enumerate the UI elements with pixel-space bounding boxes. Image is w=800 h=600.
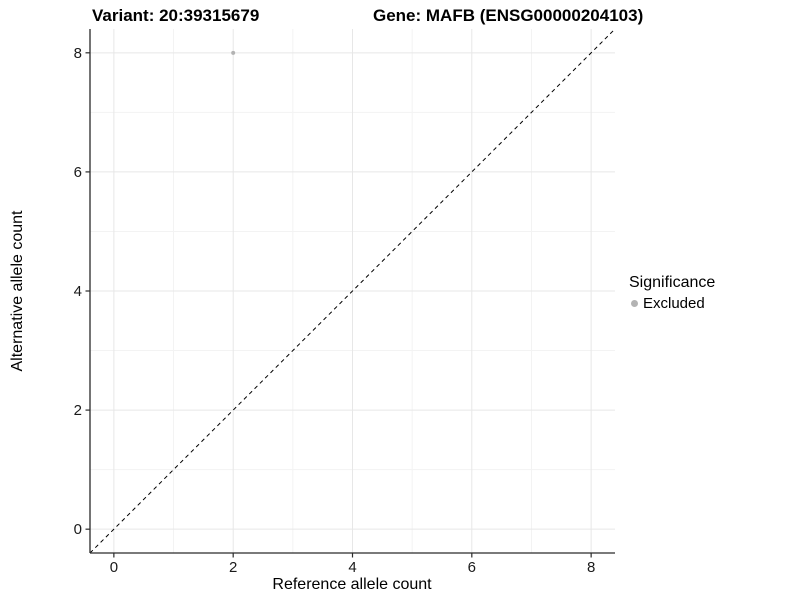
- x-tick-label: 6: [468, 559, 476, 576]
- legend-title: Significance: [629, 274, 716, 291]
- legend-point-icon: [631, 299, 638, 307]
- legend-item-label: Excluded: [643, 294, 705, 312]
- data-layer: [89, 28, 616, 554]
- plot-title-variant: Variant: 20:39315679: [92, 6, 260, 25]
- y-tick-label: 4: [74, 283, 82, 300]
- data-point: [231, 50, 236, 55]
- y-tick-label: 8: [74, 45, 82, 62]
- plot-title-gene: Gene: MAFB (ENSG00000204103): [373, 6, 644, 25]
- y-tick-label: 6: [74, 164, 82, 181]
- legend-item: Excluded: [629, 293, 715, 313]
- x-tick-label: 2: [229, 559, 237, 576]
- x-tick-label: 8: [587, 559, 595, 576]
- grid-layer: [90, 29, 615, 553]
- y-tick-label: 0: [74, 521, 82, 538]
- x-tick-label: 4: [348, 559, 356, 576]
- x-tick-label: 0: [110, 559, 118, 576]
- identity-reference-line: [89, 28, 616, 554]
- y-axis-label: Alternative allele count: [9, 210, 26, 372]
- axis-layer: 0 2 4 6 8 0 2 4 6 8: [74, 29, 615, 576]
- legend: Significance Excluded: [629, 273, 715, 313]
- y-tick-label: 2: [74, 402, 82, 419]
- x-axis-label: Reference allele count: [272, 576, 432, 593]
